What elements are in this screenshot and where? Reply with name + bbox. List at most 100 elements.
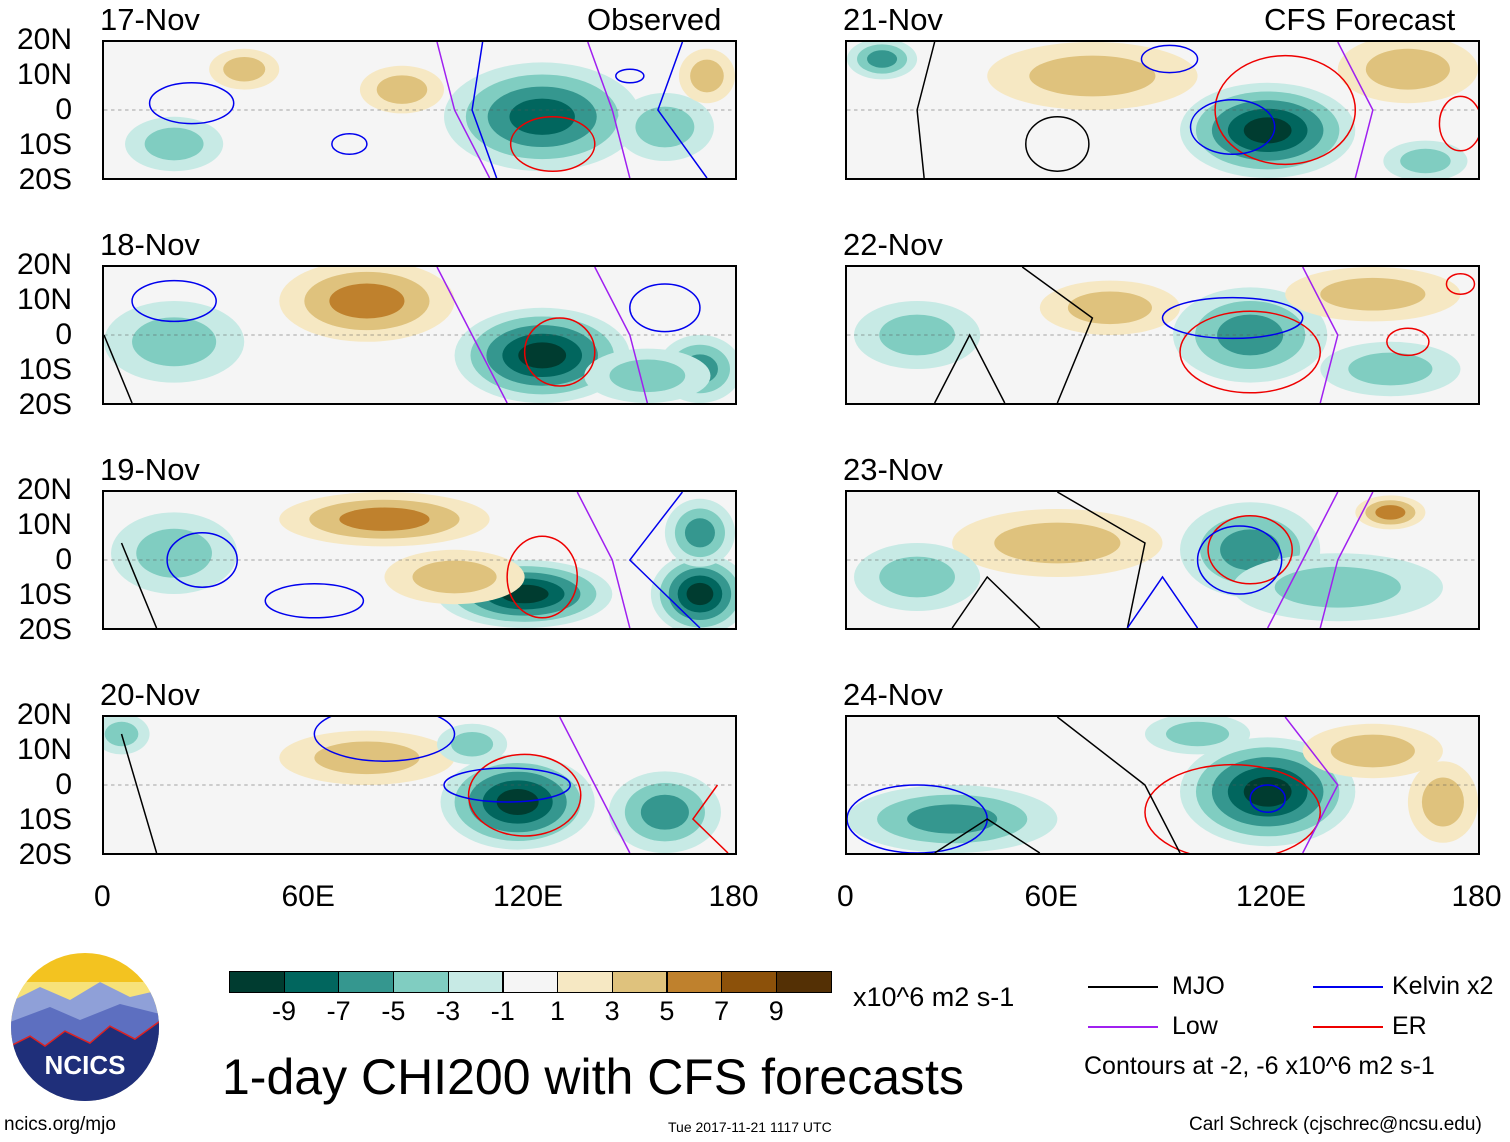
colorbar-tick-label: -5 (381, 996, 406, 1026)
low-contour (1303, 267, 1338, 403)
anomaly-shading (1243, 117, 1292, 144)
kelvin-contour (1191, 100, 1275, 154)
lat-tick-label: 10S (18, 128, 72, 161)
er-contour (1387, 328, 1429, 355)
kelvin-contour (1198, 526, 1282, 594)
panel-date: 22-Nov (843, 227, 943, 262)
mjo-contour (952, 577, 1040, 628)
lat-tick-label: 20N (16, 473, 72, 506)
kelvin-contour (1250, 785, 1285, 812)
low-contour (595, 267, 648, 403)
lon-tick-label: 60E (1024, 880, 1078, 913)
low-contour (1320, 492, 1373, 628)
kelvin-contour (1127, 577, 1197, 628)
lat-tick-label: 10N (16, 283, 72, 316)
mjo-legend-label: MJO (1172, 972, 1225, 1000)
lat-tick-label: 20N (16, 23, 72, 56)
colorbar-tick-label: 7 (714, 996, 730, 1026)
er-legend-label: ER (1392, 1012, 1427, 1040)
low-contour (437, 267, 507, 403)
colorbar-tick-label: 1 (549, 996, 566, 1026)
mjo-contour (1026, 117, 1089, 171)
lat-tick-label: 0 (55, 318, 72, 351)
map-panel (102, 265, 737, 405)
anomaly-shading (329, 283, 405, 319)
er-legend-line (1313, 1026, 1383, 1028)
colorbar-swatch (229, 971, 285, 993)
low-contour (577, 492, 630, 628)
kelvin-contour (630, 284, 700, 332)
colorbar-tick-label: -1 (490, 996, 515, 1026)
er-contour (469, 754, 581, 836)
mjo-contour (935, 335, 1005, 403)
lat-tick-label: 20N (16, 698, 72, 731)
colorbar-tick-label: -9 (271, 996, 296, 1026)
anomaly-shading (609, 359, 686, 393)
panel-date: 18-Nov (100, 227, 200, 262)
low-contour (1268, 492, 1338, 628)
lat-tick-label: 0 (55, 93, 72, 126)
kelvin-contour (150, 83, 234, 124)
anomaly-shading (1029, 55, 1156, 97)
anomaly-shading (314, 741, 420, 775)
anomaly-shading (1243, 776, 1292, 807)
colorbar-swatch (721, 971, 777, 993)
footer-url[interactable]: ncics.org/mjo (4, 1114, 116, 1135)
anomaly-shading (635, 106, 695, 148)
low-contour (1285, 717, 1338, 853)
mjo-contour (1057, 492, 1145, 628)
panel-date: 17-Nov (100, 2, 200, 37)
anomaly-shading (339, 507, 430, 531)
colorbar-swatch (776, 971, 832, 993)
colorbar-tick-label: 5 (659, 996, 675, 1026)
colorbar-swatch (666, 971, 723, 993)
lat-tick-label: 10N (16, 733, 72, 766)
mjo-contour (917, 42, 935, 178)
lon-tick-label: 120E (1236, 880, 1307, 913)
anomaly-shading (640, 794, 689, 830)
low-contour (560, 717, 630, 853)
lat-tick-label: 20S (18, 838, 72, 871)
kelvin-contour (265, 584, 363, 618)
figure-title: 1-day CHI200 with CFS forecasts (222, 1049, 964, 1105)
er-contour (1439, 96, 1478, 150)
footer-timestamp: Tue 2017-11-21 1117 UTC (668, 1119, 832, 1135)
colorbar-swatch (393, 971, 449, 993)
low-contour (1338, 42, 1373, 178)
anomaly-shading (1365, 48, 1450, 90)
lon-tick-label: 120E (493, 880, 564, 913)
anomaly-shading (686, 582, 714, 606)
anomaly-shading (1375, 505, 1406, 520)
kelvin-contour (1141, 45, 1197, 72)
kelvin-contour (616, 69, 644, 83)
anomaly-shading (518, 342, 567, 369)
ncics-logo: NCICS (11, 953, 159, 1101)
lon-tick-label: 0 (837, 880, 854, 913)
anomaly-shading (1400, 148, 1451, 174)
lat-tick-label: 0 (55, 768, 72, 801)
low-legend-line (1088, 1026, 1158, 1028)
anomaly-shading (376, 75, 428, 104)
er-contour (1208, 516, 1292, 584)
map-panel (102, 40, 737, 180)
anomaly-shading (690, 59, 724, 93)
cfs-forecast-label: CFS Forecast (1264, 2, 1456, 37)
observed-label: Observed (587, 2, 722, 37)
anomaly-shading (1217, 314, 1284, 356)
anomaly-shading (879, 314, 955, 356)
lat-tick-label: 10S (18, 353, 72, 386)
map-panel (845, 490, 1480, 630)
anomaly-shading (867, 50, 898, 68)
anomaly-shading (1320, 277, 1426, 311)
contour-note: Contours at -2, -6 x10^6 m2 s-1 (1084, 1052, 1435, 1080)
low-contour (588, 42, 630, 178)
low-legend-label: Low (1172, 1012, 1218, 1040)
colorbar-swatch (557, 971, 613, 993)
lat-tick-label: 10N (16, 508, 72, 541)
lat-tick-label: 10N (16, 58, 72, 91)
er-contour (507, 536, 577, 618)
anomaly-shading (223, 56, 266, 82)
mjo-legend-line (1088, 986, 1158, 988)
mjo-contour (122, 543, 157, 628)
